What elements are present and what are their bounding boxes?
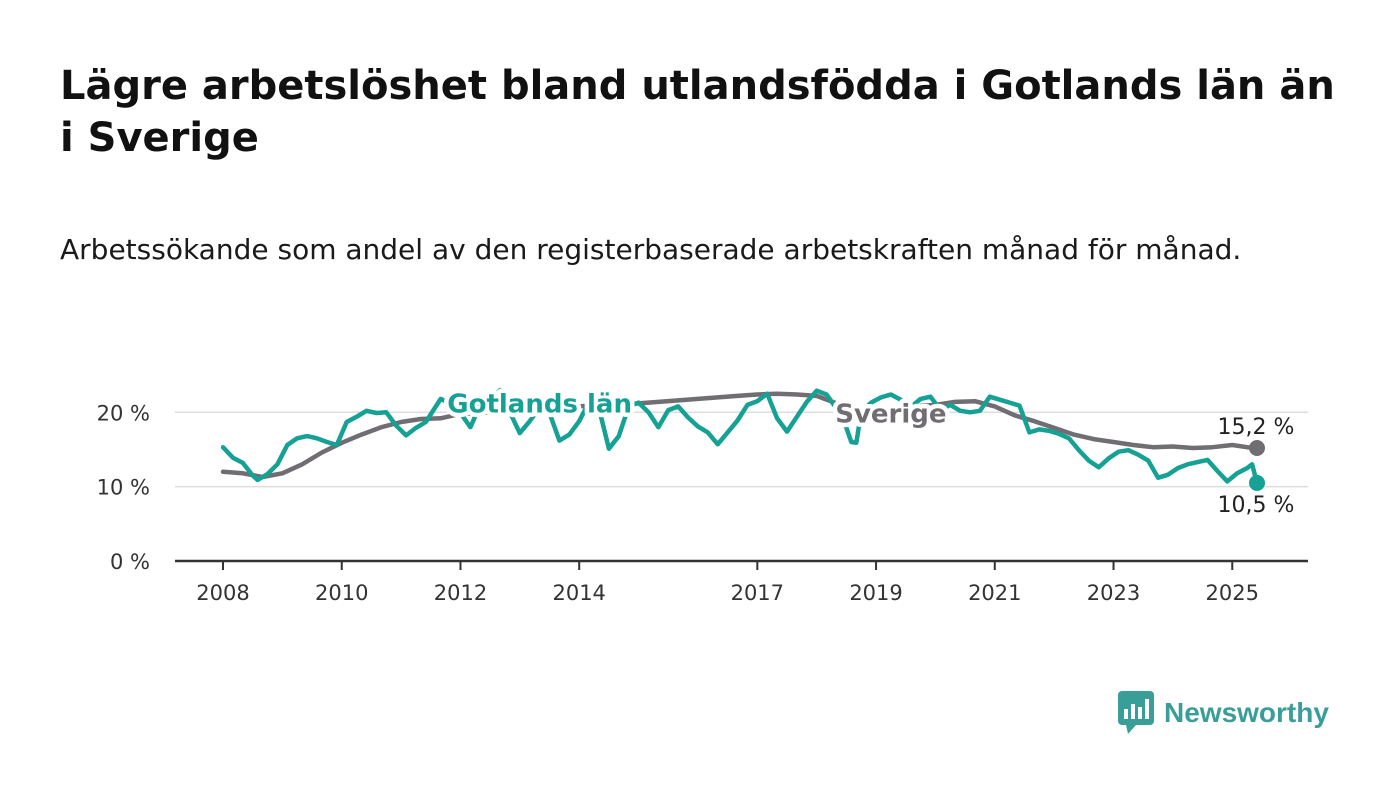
series-line-sverige (220, 391, 1260, 480)
series-label-sverige: Sverige (835, 400, 946, 430)
brand-name: Newsworthy (1164, 697, 1329, 728)
newsworthy-logo: Newsworthy (1118, 690, 1329, 736)
chart-subtitle: Arbetssökande som andel av den registerb… (60, 233, 1242, 266)
y-tick-label: 0 % (110, 550, 150, 574)
axes: 0 % 10 % 20 % 2008 2010 2012 2014 2017 2019 2021 2… (97, 401, 1308, 605)
x-tick-label: 2010 (315, 581, 368, 605)
x-tick-label: 2025 (1206, 581, 1259, 605)
end-value-label-gotlands-l-n: 10,5 % (1218, 493, 1295, 518)
x-tick-label: 2023 (1087, 581, 1140, 605)
y-tick-label: 20 % (97, 401, 150, 425)
end-point-sverige (1249, 439, 1265, 456)
series-labels: 15,2 % 10,5 % Sverige Gotlands län (443, 385, 1295, 518)
chart-title: Lägre arbetslöshet bland utlandsfödda i … (60, 63, 1335, 161)
x-tick-label: 2021 (968, 581, 1021, 605)
x-tick-label: 2014 (552, 581, 605, 605)
series-line-gotlands-l-n (220, 387, 1260, 486)
x-tick-label: 2008 (196, 581, 249, 605)
series-label-gotlands-l-n: Gotlands län (447, 389, 632, 419)
x-tick-label: 2017 (731, 581, 784, 605)
end-point-gotlands-l-n (1249, 474, 1265, 491)
series-lines (220, 387, 1265, 491)
newsworthy-chart-bubble-icon (1118, 691, 1154, 734)
line-chart: 0 % 10 % 20 % 2008 2010 2012 2014 2017 2019 2021 2… (97, 385, 1308, 605)
end-value-label-sverige: 15,2 % (1218, 415, 1295, 440)
x-tick-label: 2019 (849, 581, 902, 605)
y-tick-label: 10 % (97, 476, 150, 500)
x-tick-label: 2012 (434, 581, 487, 605)
